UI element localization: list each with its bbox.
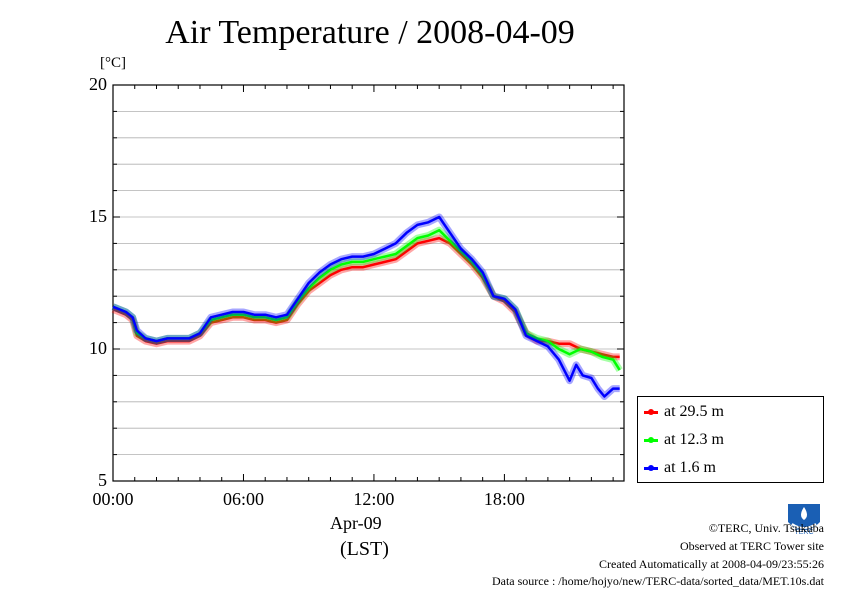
series-line-2 — [112, 215, 620, 398]
credit-copyright: ©TERC, Univ. Tsukuba — [708, 521, 824, 535]
legend-item-1-6m: at 1.6 m — [644, 457, 716, 479]
legend-item-12-3m: at 12.3 m — [644, 429, 724, 451]
legend-label: at 1.6 m — [664, 459, 716, 476]
credit-observed: Observed at TERC Tower site — [679, 539, 824, 553]
x-tick-label: 12:00 — [353, 489, 395, 509]
y-tick-label: 5 — [98, 470, 107, 490]
x-tick-label: 18:00 — [483, 489, 525, 509]
x-tick-label: 00:00 — [92, 489, 134, 509]
legend: at 29.5 m at 12.3 m at 1.6 m — [637, 396, 824, 483]
x-axis-unit-label: (LST) — [340, 538, 389, 560]
legend-item-29-5m: at 29.5 m — [644, 401, 724, 423]
credit-created: Created Automatically at 2008-04-09/23:5… — [599, 557, 824, 571]
legend-swatch-red — [644, 408, 658, 415]
y-tick-label: 15 — [89, 206, 107, 226]
logo-text: TERC — [794, 529, 813, 536]
y-axis-label: [°C] — [100, 55, 126, 71]
series-halo-2 — [111, 213, 620, 400]
chart-title: Air Temperature / 2008-04-09 — [165, 14, 575, 51]
plot-frame — [112, 84, 625, 482]
axis-ticks — [112, 84, 624, 482]
x-tick-label: 06:00 — [222, 489, 264, 509]
legend-label: at 12.3 m — [664, 431, 724, 448]
y-tick-label: 20 — [89, 74, 107, 94]
legend-swatch-blue — [644, 464, 658, 471]
x-axis-date-label: Apr-09 — [330, 513, 382, 533]
credit-source: Data source : /home/hojyo/new/TERC-data/… — [491, 574, 824, 588]
y-tick-label: 10 — [89, 338, 107, 358]
legend-swatch-green — [644, 436, 658, 443]
grid — [113, 111, 624, 456]
legend-label: at 29.5 m — [664, 403, 724, 420]
series-group — [111, 213, 623, 400]
terc-logo: TERC — [788, 504, 820, 536]
